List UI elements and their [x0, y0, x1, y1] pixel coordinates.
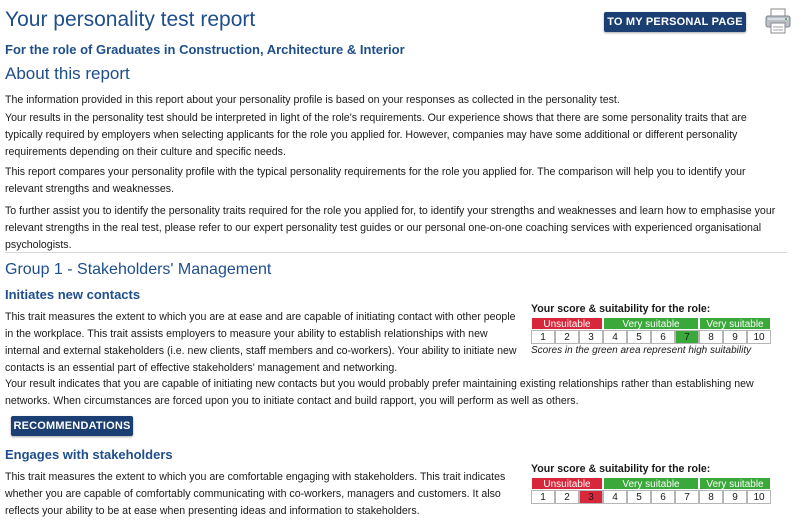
score-cell-1: 1 — [531, 490, 555, 504]
score-scale: 1 2 3 4 5 6 7 8 9 10 — [531, 330, 771, 344]
score-cell-4: 4 — [603, 490, 627, 504]
about-heading: About this report — [5, 64, 130, 83]
page-title: Your personality test report — [5, 8, 256, 31]
score-cell-5: 5 — [627, 330, 651, 344]
score-cell-3: 3 — [579, 330, 603, 344]
trait-heading: Initiates new contacts — [5, 287, 141, 302]
score-scale: 1 2 3 4 5 6 7 8 9 10 — [531, 490, 771, 504]
score-cell-6: 6 — [651, 490, 675, 504]
about-paragraph: To further assist you to identify the pe… — [5, 205, 776, 251]
score-cell-2: 2 — [555, 330, 579, 344]
trait-result: Your result indicates that you are capab… — [5, 378, 754, 407]
score-cell-2: 2 — [555, 490, 579, 504]
score-title: Your score & suitability for the role: — [531, 303, 711, 315]
suitability-bands: Unsuitable Very suitable Very suitable — [531, 317, 771, 330]
score-cell-6: 6 — [651, 330, 675, 344]
suitability-bands: Unsuitable Very suitable Very suitable — [531, 477, 771, 490]
trait-description: This trait measures the extent to which … — [5, 471, 506, 517]
printer-icon[interactable] — [764, 8, 792, 34]
score-cell-7: 7 — [675, 490, 699, 504]
score-cell-8: 8 — [699, 490, 723, 504]
band-unsuitable: Unsuitable — [531, 477, 603, 490]
score-widget: Your score & suitability for the role: U… — [531, 463, 771, 504]
section-divider — [5, 252, 787, 253]
about-paragraph: The information provided in this report … — [5, 94, 620, 106]
score-cell-1: 1 — [531, 330, 555, 344]
score-cell-selected: 3 — [579, 490, 603, 504]
band-very-suitable: Very suitable — [603, 477, 699, 490]
score-cell-10: 10 — [747, 330, 771, 344]
score-cell-10: 10 — [747, 490, 771, 504]
score-cell-9: 9 — [723, 330, 747, 344]
score-title: Your score & suitability for the role: — [531, 463, 711, 475]
about-paragraph: Your results in the personality test sho… — [5, 112, 747, 158]
band-very-suitable: Very suitable — [603, 317, 699, 330]
score-widget: Your score & suitability for the role: U… — [531, 303, 771, 356]
score-cell-8: 8 — [699, 330, 723, 344]
band-very-suitable: Very suitable — [699, 477, 771, 490]
group-heading: Group 1 - Stakeholders' Management — [5, 261, 272, 278]
trait-heading: Engages with stakeholders — [5, 447, 173, 462]
score-cell-9: 9 — [723, 490, 747, 504]
score-cell-4: 4 — [603, 330, 627, 344]
recommendations-button[interactable]: RECOMMENDATIONS — [11, 416, 133, 436]
to-personal-page-button[interactable]: TO MY PERSONAL PAGE — [604, 12, 746, 32]
score-cell-5: 5 — [627, 490, 651, 504]
score-note: Scores in the green area represent high … — [531, 345, 752, 356]
band-unsuitable: Unsuitable — [531, 317, 603, 330]
trait-description: This trait measures the extent to which … — [5, 311, 517, 374]
band-very-suitable: Very suitable — [699, 317, 771, 330]
about-paragraph: This report compares your personality pr… — [5, 166, 746, 195]
score-cell-selected: 7 — [675, 330, 699, 344]
role-subtitle: For the role of Graduates in Constructio… — [5, 42, 405, 57]
